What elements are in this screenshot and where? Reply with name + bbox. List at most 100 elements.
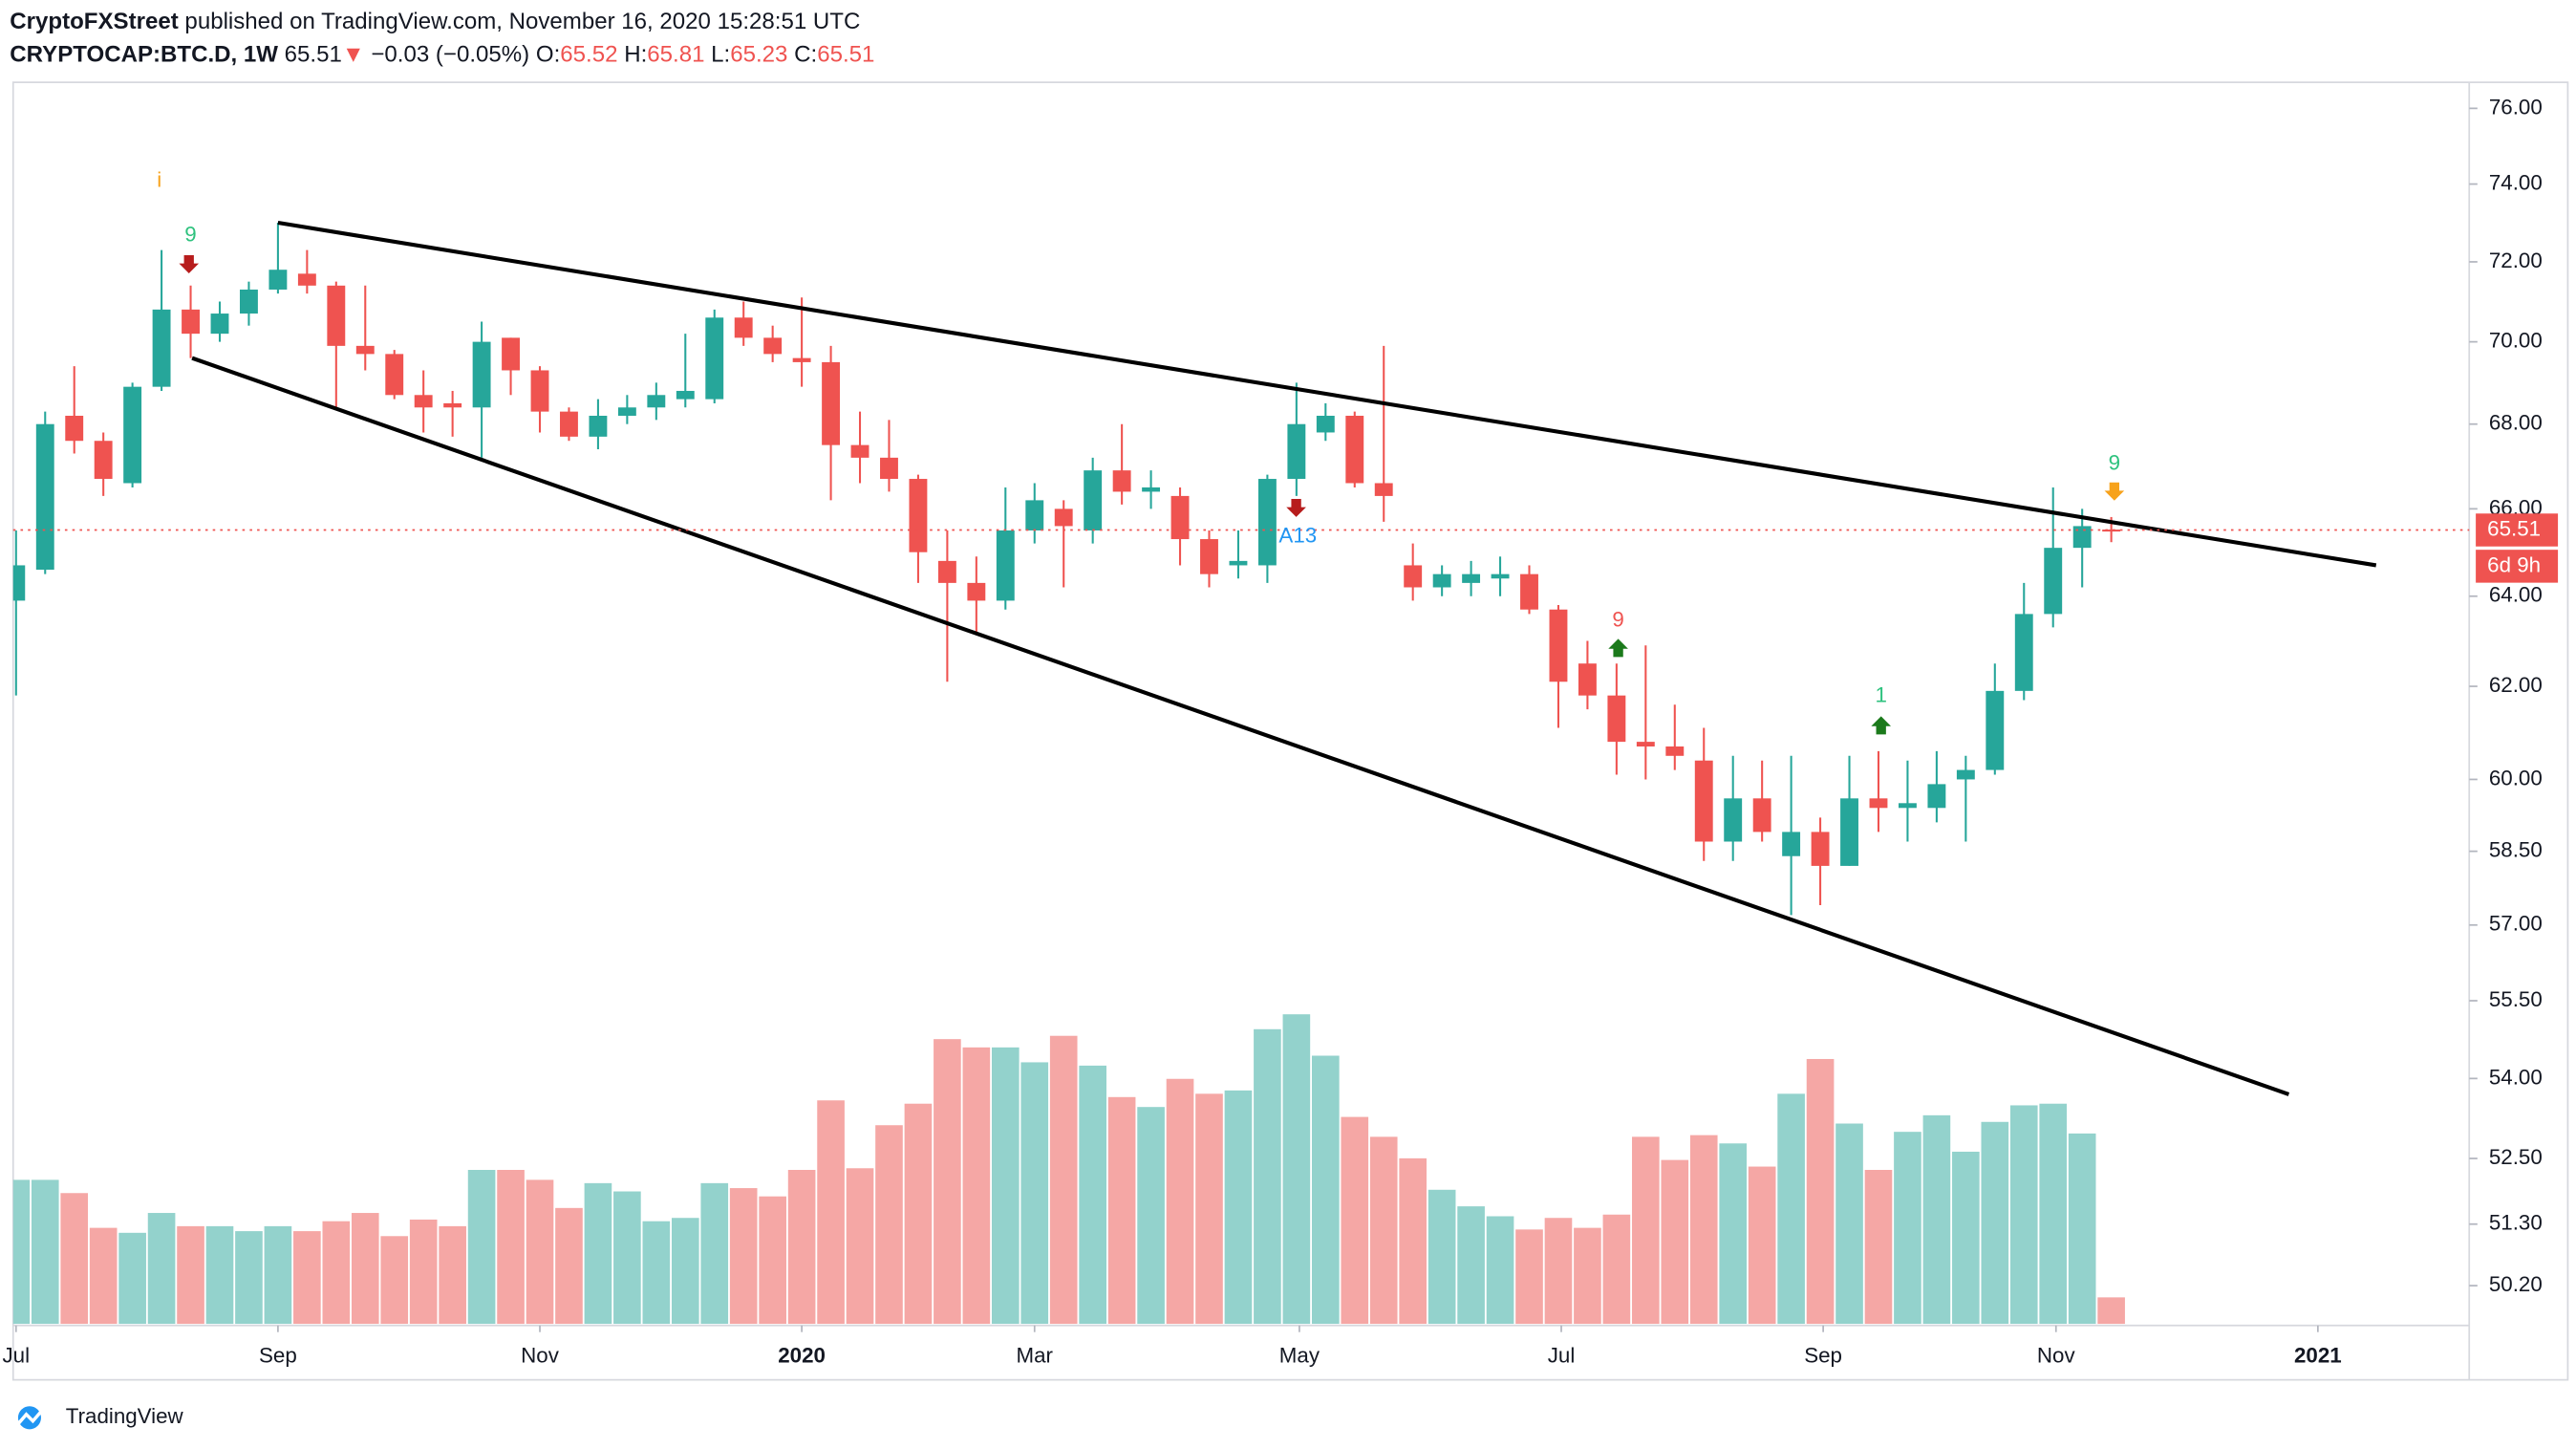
volume-bar — [147, 1213, 176, 1325]
volume-bar — [439, 1225, 466, 1325]
volume-bar — [1079, 1065, 1106, 1325]
volume-bar — [759, 1196, 786, 1325]
l-value: 65.23 — [730, 42, 787, 68]
y-tick-label: 54.00 — [2489, 1065, 2543, 1089]
plot — [12, 222, 2125, 1325]
volume-bar — [264, 1225, 292, 1325]
last: 65.51 — [285, 42, 342, 68]
volume-bar — [787, 1170, 816, 1325]
candle-body — [1782, 832, 1801, 856]
volume-bar — [991, 1047, 1020, 1325]
volume-bar — [12, 1179, 31, 1325]
x-tick-label: Mar — [1017, 1343, 1054, 1367]
volume-bar — [1137, 1107, 1165, 1325]
volume-bar — [729, 1188, 758, 1325]
h-label: H: — [624, 42, 647, 68]
candle-body — [560, 411, 578, 437]
volume-bar — [1195, 1093, 1223, 1325]
volume-bar — [1748, 1166, 1776, 1325]
volume-bar — [555, 1207, 583, 1325]
signal-arrow — [2104, 482, 2125, 501]
annotation: 1 — [1875, 683, 1886, 707]
candle-body — [385, 354, 404, 396]
y-tick-label: 74.00 — [2489, 170, 2543, 194]
x-tick-label: Sep — [1804, 1343, 1842, 1367]
x-tick-label: 2020 — [778, 1343, 826, 1367]
y-tick-label: 58.50 — [2489, 838, 2543, 862]
volume-bar — [962, 1047, 991, 1325]
candle-body — [327, 285, 346, 346]
candle-body — [123, 386, 142, 484]
x-tick-label: Sep — [259, 1343, 297, 1367]
candle-body — [1404, 565, 1423, 588]
candle-body — [1112, 470, 1131, 492]
candle-body — [1200, 539, 1218, 574]
volume-bar — [934, 1039, 961, 1325]
volume-bar — [875, 1125, 903, 1325]
signal-arrow — [1871, 716, 1892, 735]
volume-bar — [1981, 1121, 2009, 1325]
candle-body — [1724, 798, 1743, 842]
x-tick-label: Nov — [2037, 1343, 2076, 1367]
symbol: CRYPTOCAP:BTC.D, 1W — [10, 42, 278, 68]
logo-mark — [14, 1406, 46, 1428]
volume-bar — [31, 1179, 59, 1325]
annotation: 9 — [1612, 607, 1623, 631]
candle-body — [763, 337, 783, 355]
author: CryptoFXStreet — [10, 9, 178, 34]
volume-bar — [293, 1231, 321, 1325]
volume-bar — [1574, 1227, 1601, 1325]
volume-bar — [467, 1170, 496, 1325]
candle-body — [1462, 573, 1481, 583]
volume-bar — [1107, 1096, 1136, 1325]
volume-bar — [89, 1227, 118, 1325]
volume-bar — [1632, 1136, 1660, 1325]
annotation: i — [157, 167, 161, 191]
candle-body — [880, 457, 898, 480]
volume-bar — [60, 1193, 89, 1325]
candle-body — [1869, 798, 1888, 809]
volume-bar — [613, 1191, 641, 1325]
volume-bar — [1602, 1214, 1631, 1325]
x-tick-label: Nov — [521, 1343, 560, 1367]
volume-bar — [497, 1170, 525, 1325]
annotation: 9 — [184, 222, 196, 246]
header-line-1: CryptoFXStreet published on TradingView.… — [10, 9, 860, 34]
candle-body — [589, 415, 608, 437]
volume-bar — [1515, 1229, 1543, 1325]
signal-arrow — [179, 255, 200, 273]
volume-bar — [1689, 1135, 1718, 1325]
y-tick-label: 52.50 — [2489, 1145, 2543, 1169]
candle-body — [297, 273, 316, 286]
candle-body — [94, 441, 113, 480]
candle-body — [1956, 769, 1975, 780]
x-tick-label: May — [1279, 1343, 1320, 1367]
chart-frame — [11, 81, 2569, 1381]
candle-body — [65, 415, 84, 442]
candle-body — [1549, 609, 1568, 682]
volume-bar — [817, 1100, 845, 1325]
volume-bar — [1544, 1218, 1573, 1325]
candle-body — [1840, 798, 1858, 866]
volume-bar — [177, 1225, 204, 1325]
candle-body — [1054, 508, 1073, 527]
y-tick-label: 72.00 — [2489, 249, 2543, 272]
volume-bar — [1049, 1035, 1078, 1325]
candle-body — [734, 317, 753, 338]
volume-bar — [846, 1168, 874, 1325]
candle-body — [1694, 760, 1713, 842]
candle-body — [2014, 614, 2033, 691]
y-tick-label: 70.00 — [2489, 329, 2543, 353]
change: −0.03 (−0.05%) — [371, 42, 529, 68]
candle-body — [1229, 560, 1248, 566]
volume-bar — [380, 1236, 409, 1325]
volume-bar — [118, 1232, 146, 1325]
volume-bar — [904, 1103, 933, 1325]
brand: TradingView — [66, 1404, 184, 1428]
candle-body — [240, 289, 258, 314]
candle-body — [1025, 500, 1044, 530]
candle-body — [1665, 746, 1685, 756]
candle-body — [35, 423, 54, 571]
candle-body — [1752, 798, 1771, 833]
volume-bar — [1399, 1157, 1428, 1325]
